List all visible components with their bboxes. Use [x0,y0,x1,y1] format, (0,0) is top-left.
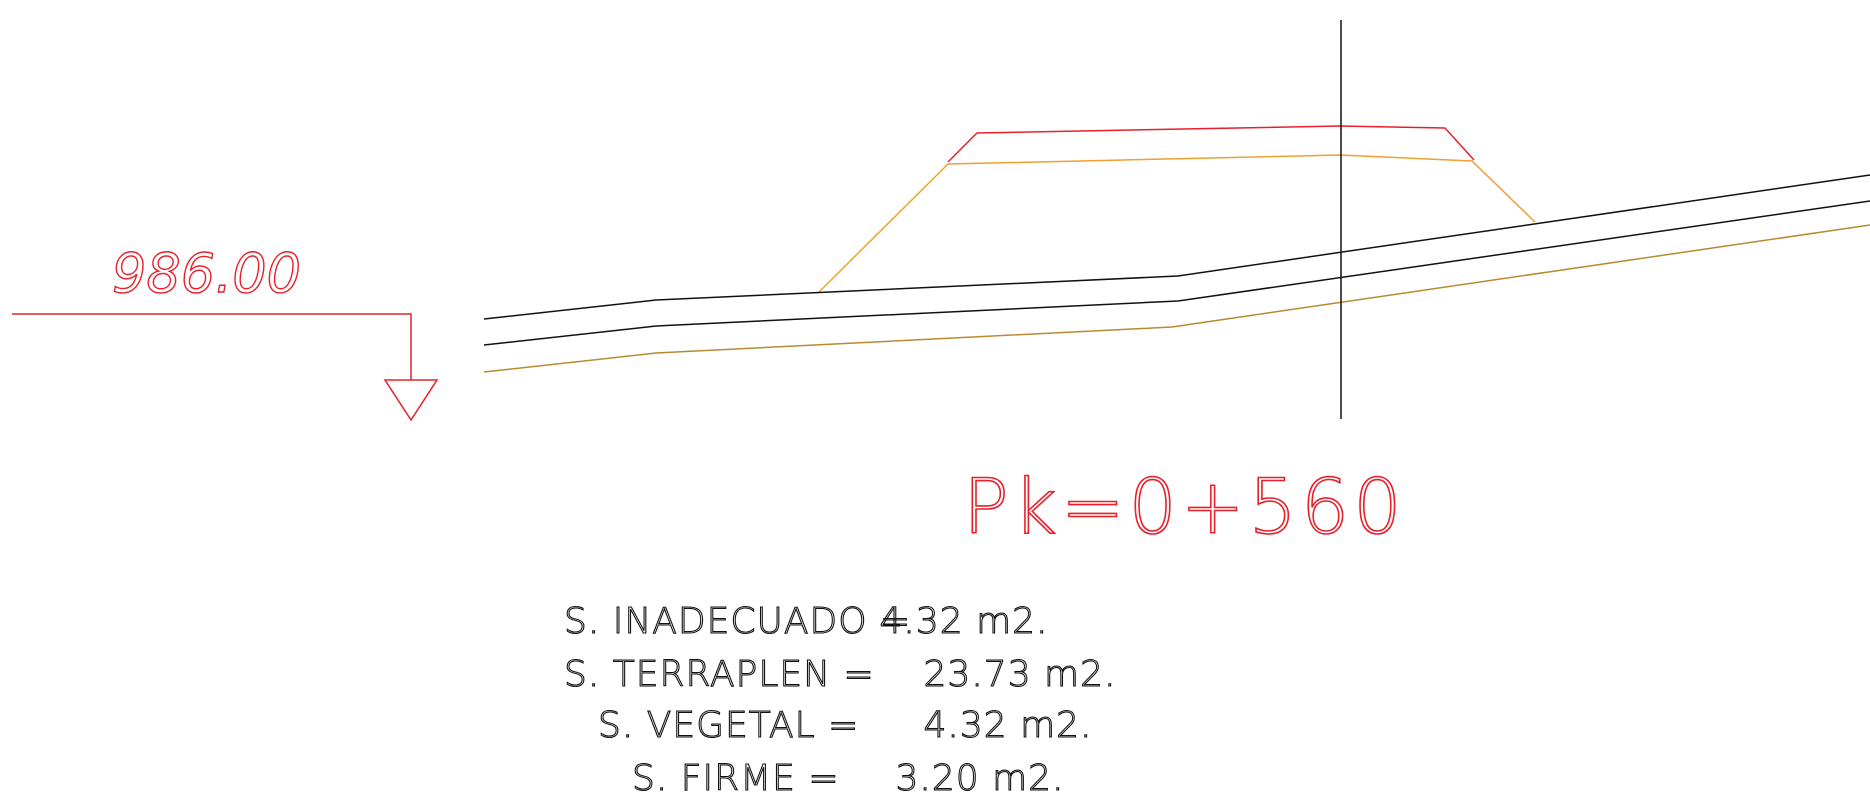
embankment-top-line [947,125,1475,163]
datum-marker: 986.00 [12,241,439,422]
area-label-firme: S. FIRME = [632,758,840,799]
area-value-terraplen: 23.73 m2. [924,654,1117,695]
embankment-slope-line [817,154,1536,294]
area-value-vegetal: 4.32 m2. [923,705,1092,746]
subgrade-line [483,224,1870,373]
terrain-line-lower [483,200,1870,346]
area-summary: S. INADECUADO = 4.32 m2. S. TERRAPLEN = … [563,600,1117,799]
datum-elevation-label: 986.00 [112,242,301,305]
station-label: Pk=0+560 [963,462,1406,551]
terrain-line-upper [483,174,1870,320]
area-value-firme: 3.20 m2. [895,758,1064,799]
datum-triangle-icon [383,379,439,422]
area-label-vegetal: S. VEGETAL = [598,705,859,746]
datum-line [12,313,412,380]
area-label-inadecuado: S. INADECUADO = [564,601,911,642]
area-label-terraplen: S. TERRAPLEN = [564,654,875,695]
area-value-inadecuado: 4.32 m2. [879,601,1048,642]
